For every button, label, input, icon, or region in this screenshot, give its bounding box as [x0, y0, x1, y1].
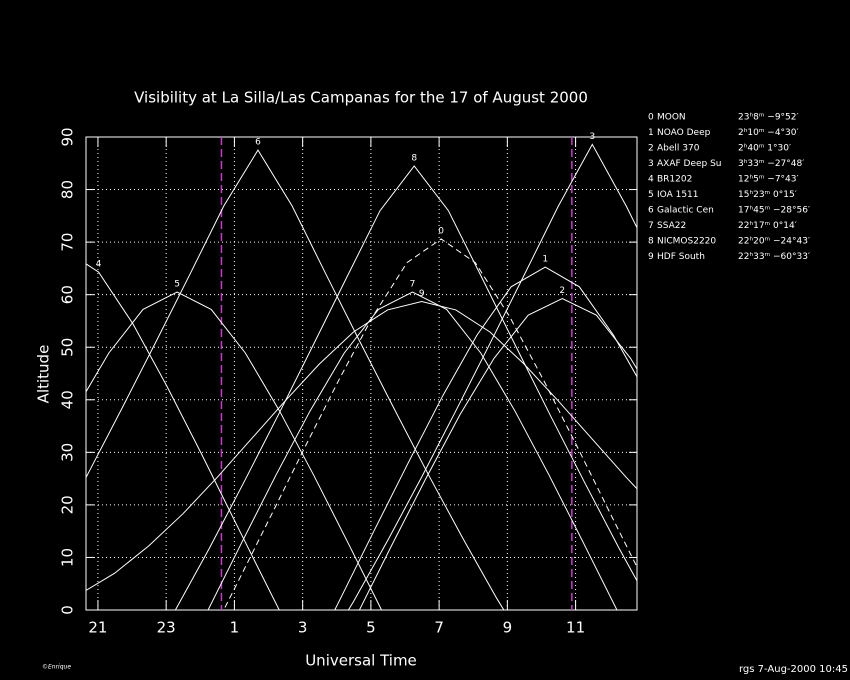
x-tick-label: 1 [230, 619, 240, 637]
legend-name: Abell 370 [657, 144, 700, 154]
x-tick-label: 23 [157, 619, 176, 637]
y-tick-label: 30 [59, 443, 77, 462]
footer: rgs 7-Aug-2000 10:45 [739, 664, 848, 675]
x-tick-label: 11 [566, 619, 585, 637]
curve-label: 4 [96, 260, 102, 270]
legend-label: 1 [648, 128, 654, 138]
legend-label: 3 [648, 159, 654, 169]
credit: ©Enrique [42, 664, 71, 671]
x-tick-label: 5 [366, 619, 376, 637]
plot-frame [85, 136, 638, 611]
curve-label: 8 [411, 153, 417, 163]
altitude-curve [334, 266, 637, 610]
legend-name: HDF South [657, 252, 705, 262]
legend-name: MOON [657, 113, 686, 123]
legend-coords: 3ʰ33ᵐ −27°48′ [738, 159, 804, 169]
legend-label: 7 [648, 221, 654, 231]
x-axis-label: Universal Time [305, 652, 417, 670]
y-tick-label: 90 [59, 127, 77, 146]
chart-title: Visibility at La Silla/Las Campanas for … [134, 89, 588, 107]
legend-coords: 23ʰ8ᵐ −9°52′ [738, 113, 799, 123]
altitude-curve [86, 291, 383, 610]
plot-area [86, 143, 637, 610]
curve-label: 5 [174, 280, 180, 290]
legend-name: IOA 1511 [657, 190, 699, 200]
curve-label: 2 [559, 286, 565, 296]
legend-coords: 15ʰ23ᵐ 0°15′ [738, 190, 797, 200]
altitude-curve [86, 300, 637, 592]
altitude-curve [207, 291, 618, 610]
legend-name: SSA22 [657, 221, 686, 231]
y-tick-label: 10 [59, 548, 77, 567]
y-tick-label: 60 [59, 285, 77, 304]
legend-label: 0 [648, 113, 654, 123]
curve-label: 7 [410, 280, 416, 290]
legend-name: AXAF Deep Su [657, 159, 722, 169]
altitude-curve [86, 149, 505, 610]
x-tick-label: 7 [434, 619, 444, 637]
y-tick-label: 0 [59, 605, 77, 615]
legend-coords: 22ʰ17ᵐ 0°14′ [738, 221, 797, 231]
x-tick-label: 3 [298, 619, 308, 637]
y-tick-label: 40 [59, 390, 77, 409]
y-tick-label: 50 [59, 338, 77, 357]
altitude-curve [347, 143, 637, 610]
legend-coords: 2ʰ10ᵐ −4°30′ [738, 128, 799, 138]
y-tick-label: 20 [59, 495, 77, 514]
curve-label: 0 [438, 226, 444, 236]
legend-coords: 12ʰ5ᵐ −7°43′ [738, 175, 799, 185]
altitude-curve [174, 165, 637, 610]
legend-label: 9 [648, 252, 654, 262]
legend-name: BR1202 [657, 175, 692, 185]
altitude-curve [86, 263, 280, 610]
curve-label: 6 [255, 138, 261, 148]
x-tick-label: 21 [88, 619, 107, 637]
legend-name: Galactic Cen [657, 206, 714, 216]
legend-coords: 2ʰ40ᵐ 1°30′ [738, 144, 791, 154]
curve-label: 9 [419, 289, 425, 299]
legend-label: 4 [648, 175, 654, 185]
y-tick-label: 80 [59, 180, 77, 199]
y-axis-label: Altitude [35, 345, 53, 404]
legend-name: NOAO Deep [657, 128, 711, 138]
curve-label: 3 [589, 132, 595, 142]
legend-coords: 22ʰ33ᵐ −60°33′ [738, 252, 810, 262]
legend-coords: 22ʰ20ᵐ −24°43′ [738, 237, 810, 247]
legend-label: 6 [648, 206, 654, 216]
legend-coords: 17ʰ45ᵐ −28°56′ [738, 206, 810, 216]
curve-label: 1 [542, 255, 548, 265]
legend-label: 5 [648, 190, 654, 200]
legend-label: 8 [648, 237, 654, 247]
altitude-curve [223, 238, 637, 610]
legend-label: 2 [648, 144, 654, 154]
legend-name: NICMOS2220 [657, 237, 716, 247]
y-tick-label: 70 [59, 233, 77, 252]
x-tick-label: 9 [503, 619, 513, 637]
